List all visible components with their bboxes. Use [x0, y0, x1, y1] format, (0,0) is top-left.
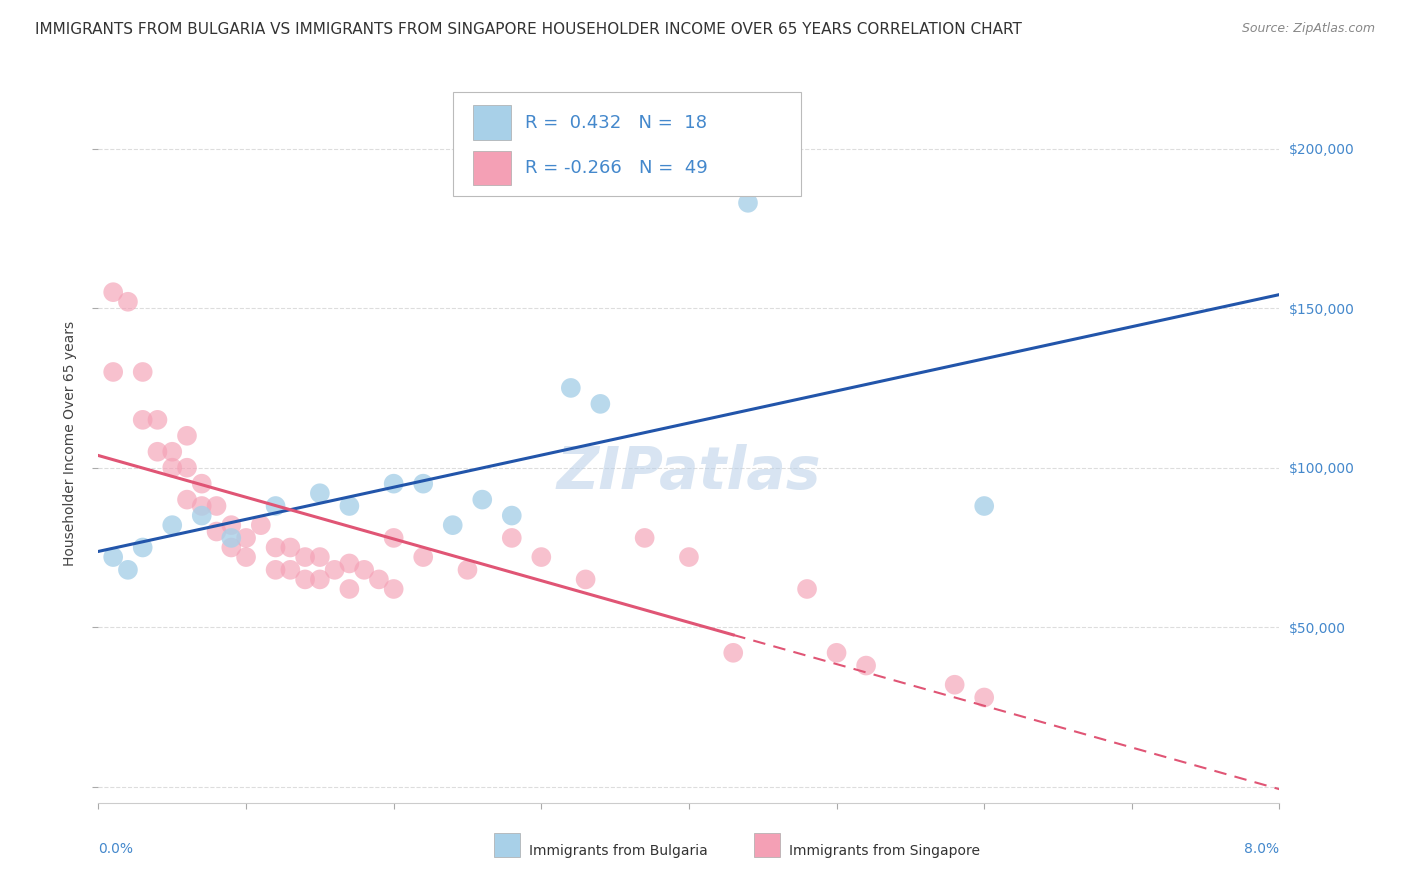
Point [382, 476, 405, 491]
Point [103, 285, 125, 300]
Point [235, 531, 257, 545]
Point [191, 476, 214, 491]
Point [264, 563, 287, 577]
Point [132, 541, 155, 555]
Point [309, 573, 332, 587]
Point [382, 531, 405, 545]
Point [973, 499, 995, 513]
Text: Immigrants from Singapore: Immigrants from Singapore [789, 845, 980, 858]
Text: R =  0.432   N =  18: R = 0.432 N = 18 [524, 113, 707, 132]
FancyBboxPatch shape [754, 833, 780, 856]
Point [250, 518, 273, 533]
Point [103, 550, 125, 565]
Point [973, 690, 995, 705]
Point [323, 563, 346, 577]
Point [382, 582, 405, 596]
Point [723, 646, 745, 660]
Point [339, 582, 361, 596]
Text: Immigrants from Bulgaria: Immigrants from Bulgaria [530, 845, 709, 858]
Text: R = -0.266   N =  49: R = -0.266 N = 49 [524, 159, 707, 178]
Point [146, 444, 169, 458]
FancyBboxPatch shape [494, 833, 520, 856]
Text: Source: ZipAtlas.com: Source: ZipAtlas.com [1241, 22, 1375, 36]
Point [221, 518, 243, 533]
Text: 8.0%: 8.0% [1244, 842, 1279, 856]
FancyBboxPatch shape [472, 105, 510, 140]
Point [825, 646, 848, 660]
Point [191, 508, 214, 523]
Point [191, 499, 214, 513]
Point [501, 508, 523, 523]
Point [560, 381, 582, 395]
Point [943, 678, 966, 692]
Point [737, 195, 759, 210]
Point [264, 541, 287, 555]
Text: ZIPatlas: ZIPatlas [557, 444, 821, 501]
Point [294, 550, 316, 565]
Point [176, 429, 198, 443]
Point [796, 582, 818, 596]
Point [575, 573, 598, 587]
Point [176, 492, 198, 507]
Point [589, 397, 612, 411]
Point [457, 563, 479, 577]
Point [412, 550, 434, 565]
Text: IMMIGRANTS FROM BULGARIA VS IMMIGRANTS FROM SINGAPORE HOUSEHOLDER INCOME OVER 65: IMMIGRANTS FROM BULGARIA VS IMMIGRANTS F… [35, 22, 1022, 37]
Point [235, 550, 257, 565]
FancyBboxPatch shape [472, 151, 510, 186]
Point [855, 658, 877, 673]
Point [176, 460, 198, 475]
Point [117, 294, 139, 309]
Point [294, 573, 316, 587]
Point [339, 557, 361, 571]
Point [280, 541, 302, 555]
Point [146, 413, 169, 427]
Point [678, 550, 700, 565]
Y-axis label: Householder Income Over 65 years: Householder Income Over 65 years [63, 321, 77, 566]
Point [339, 499, 361, 513]
Point [103, 365, 125, 379]
Point [309, 486, 332, 500]
FancyBboxPatch shape [453, 92, 801, 196]
Point [264, 499, 287, 513]
Point [162, 460, 183, 475]
Point [162, 518, 183, 533]
Text: 0.0%: 0.0% [98, 842, 134, 856]
Point [441, 518, 464, 533]
Point [162, 444, 183, 458]
Point [471, 492, 494, 507]
Point [634, 531, 657, 545]
Point [117, 563, 139, 577]
Point [280, 563, 302, 577]
Point [221, 531, 243, 545]
Point [530, 550, 553, 565]
Point [309, 550, 332, 565]
Point [132, 365, 155, 379]
Point [501, 531, 523, 545]
Point [368, 573, 391, 587]
Point [132, 413, 155, 427]
Point [412, 476, 434, 491]
Point [221, 541, 243, 555]
Point [205, 499, 228, 513]
Point [205, 524, 228, 539]
Point [353, 563, 375, 577]
